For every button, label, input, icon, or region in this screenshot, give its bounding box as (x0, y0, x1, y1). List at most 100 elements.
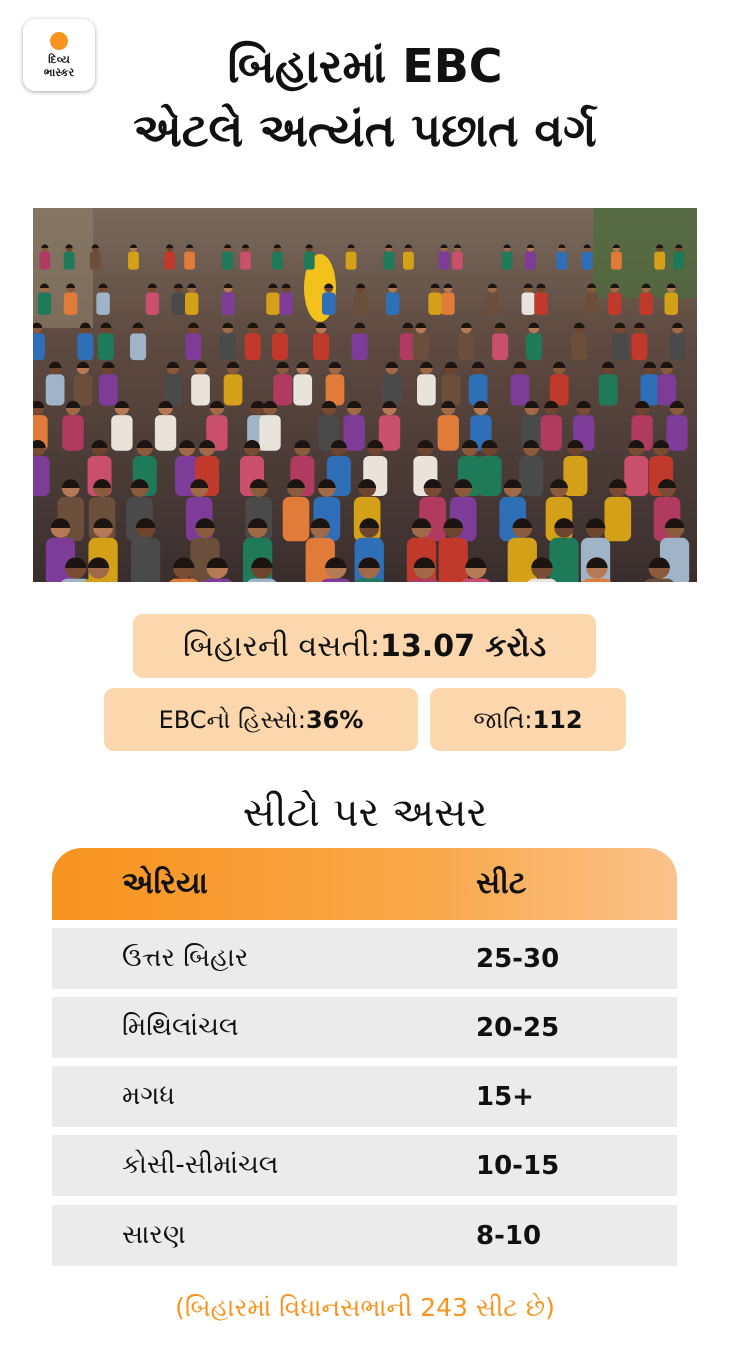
person-hair (65, 557, 87, 568)
ebc-share-stat: EBCનો હિસ્સો: 36% (104, 688, 418, 751)
person-body (61, 578, 91, 582)
person-body (485, 292, 500, 315)
person-hair (567, 440, 584, 448)
person-hair (330, 440, 347, 448)
person-hair (587, 283, 597, 288)
person-body (412, 333, 429, 361)
caste-count-value: 112 (532, 705, 583, 734)
person-hair (91, 440, 108, 448)
person-hair (664, 518, 685, 528)
person-hair (310, 518, 331, 528)
person-hair (158, 400, 173, 408)
person-body (669, 333, 686, 361)
person-body (45, 374, 65, 406)
person-body (351, 333, 368, 361)
person-hair (61, 479, 80, 488)
person-hair (294, 440, 311, 448)
person-hair (523, 283, 533, 288)
person-hair (287, 479, 305, 488)
person-hair (296, 361, 309, 368)
person-hair (347, 244, 355, 248)
person-hair (634, 322, 645, 328)
person-body (624, 456, 649, 496)
person-hair (199, 440, 216, 448)
section-title: સીટો પર અસર (242, 790, 488, 836)
person-hair (358, 479, 377, 488)
person-body (128, 251, 139, 270)
person-hair (550, 479, 568, 488)
person-hair (244, 440, 261, 448)
person-body (39, 251, 51, 270)
person-body (598, 374, 618, 406)
person-body (657, 374, 677, 406)
person-hair (358, 557, 380, 568)
person-body (673, 251, 685, 270)
person-hair (583, 244, 591, 248)
person-body (525, 251, 536, 270)
person-hair (413, 557, 435, 568)
person-body (343, 415, 365, 451)
row-seats: 10-15 (476, 1150, 560, 1181)
person-body (354, 578, 384, 582)
person-body (631, 333, 648, 361)
person-body (556, 251, 568, 270)
person-body (273, 374, 293, 406)
person-hair (223, 283, 233, 288)
person-body (62, 415, 84, 451)
person-body (571, 333, 588, 361)
person-hair (608, 479, 627, 488)
person-body (540, 415, 562, 451)
person-hair (573, 322, 585, 328)
person-body (247, 578, 277, 582)
person-body (89, 251, 101, 270)
person-body (452, 251, 463, 270)
person-hair (359, 518, 379, 528)
person-body (563, 456, 588, 496)
person-hair (586, 557, 608, 568)
caste-count-label: જાતિ: (473, 705, 533, 734)
person-body (221, 292, 235, 315)
person-body (501, 251, 513, 270)
person-body (244, 333, 261, 361)
person-hair (552, 361, 566, 368)
person-hair (132, 322, 144, 328)
person-hair (367, 440, 384, 448)
person-body (63, 251, 75, 270)
crowd-photo (33, 208, 697, 582)
person-hair (273, 244, 281, 248)
person-hair (585, 518, 606, 528)
row-seats: 8-10 (476, 1220, 542, 1251)
person-body (169, 578, 199, 582)
population-label: બિહારની વસતી: (182, 628, 381, 664)
person-body (607, 292, 622, 315)
person-body (441, 292, 455, 315)
person-hair (194, 361, 207, 368)
sun-icon (50, 31, 68, 50)
person-body (240, 251, 251, 270)
person-hair (274, 322, 286, 328)
person-hair (423, 479, 442, 488)
person-hair (346, 400, 362, 408)
person-hair (669, 400, 685, 408)
person-hair (190, 479, 209, 488)
person-hair (481, 440, 498, 448)
header-area: એરિયા (122, 866, 208, 901)
caste-count-stat: જાતિ: 112 (430, 688, 626, 751)
person-hair (276, 361, 289, 368)
person-hair (656, 244, 664, 248)
person-hair (388, 283, 398, 288)
person-hair (328, 361, 342, 368)
person-hair (614, 322, 626, 328)
person-hair (536, 283, 546, 288)
person-body (441, 374, 461, 406)
person-hair (65, 244, 73, 248)
person-hair (80, 322, 91, 328)
person-hair (641, 283, 651, 288)
person-body (191, 374, 210, 406)
person-hair (102, 361, 115, 368)
person-body (582, 578, 612, 582)
footnote: (બિહારમાં વિધાનસભાની 243 સીટ છે) (175, 1293, 555, 1322)
person-body (325, 374, 345, 406)
person-hair (487, 283, 497, 288)
person-hair (222, 322, 234, 328)
